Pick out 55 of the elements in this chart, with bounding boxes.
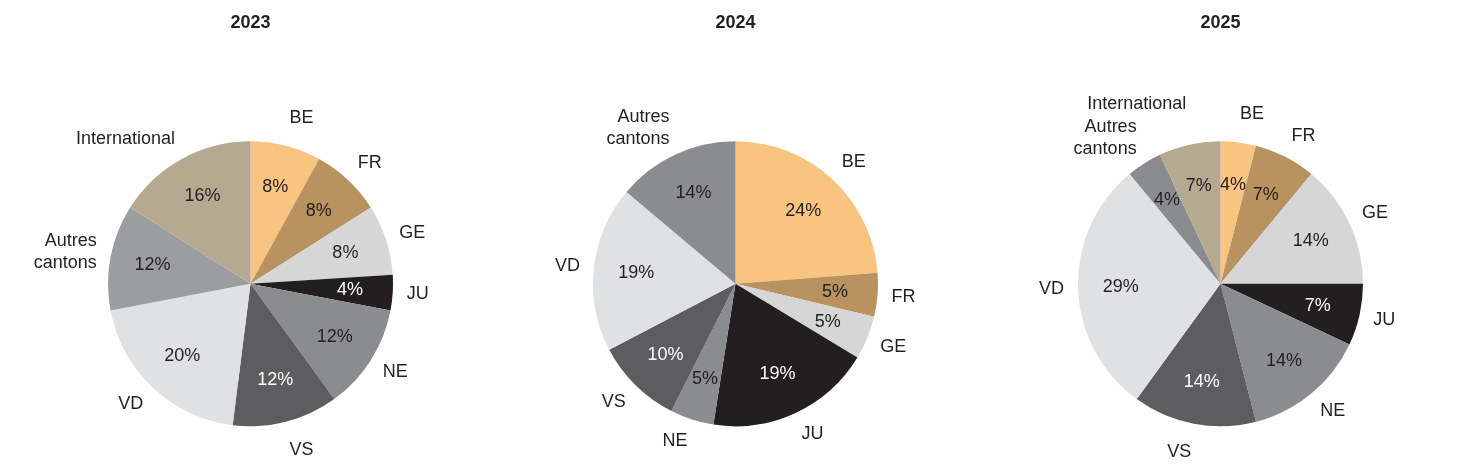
data-label: 29% bbox=[1102, 275, 1139, 296]
slice-label: FR bbox=[1291, 125, 1316, 146]
slice-label: BE bbox=[289, 106, 314, 127]
data-label: 5% bbox=[821, 280, 848, 301]
slice-label: VS bbox=[601, 390, 626, 411]
data-label: 19% bbox=[759, 363, 796, 384]
data-label: 19% bbox=[618, 261, 655, 282]
chart-title: 2024 bbox=[715, 11, 756, 32]
data-label: 12% bbox=[316, 326, 353, 347]
data-label: 20% bbox=[164, 345, 201, 366]
data-label: 14% bbox=[1266, 349, 1303, 370]
slice-label: GE bbox=[399, 221, 426, 242]
slice-label: GE bbox=[880, 335, 907, 356]
slice-label: NE bbox=[1320, 400, 1346, 421]
slice-label: VD bbox=[554, 254, 580, 275]
data-label: 4% bbox=[1154, 188, 1181, 209]
data-label: 14% bbox=[1292, 230, 1329, 251]
data-label: 12% bbox=[134, 254, 171, 275]
slice-label: NE bbox=[662, 430, 688, 451]
slice-label: VD bbox=[1039, 277, 1065, 298]
data-label: 12% bbox=[257, 369, 294, 390]
slice-label: VS bbox=[1167, 441, 1192, 462]
data-label: 7% bbox=[1252, 183, 1279, 204]
chart-title: 2025 bbox=[1200, 11, 1241, 32]
slice-label: Autres cantons bbox=[606, 105, 670, 148]
data-label: 8% bbox=[262, 176, 289, 197]
slice-label: VS bbox=[289, 438, 314, 459]
slice-label: International bbox=[1087, 93, 1187, 114]
slice-label: FR bbox=[891, 285, 916, 306]
data-label: 8% bbox=[332, 241, 359, 262]
data-label: 14% bbox=[1183, 370, 1220, 391]
slice-label: International bbox=[76, 127, 176, 148]
slice-label: JU bbox=[406, 283, 429, 304]
data-label: 8% bbox=[305, 200, 332, 221]
data-label: 4% bbox=[1219, 173, 1247, 194]
data-label: 5% bbox=[691, 367, 718, 388]
data-label: 14% bbox=[675, 182, 712, 203]
chart-title: 2023 bbox=[230, 11, 271, 32]
slice-label: GE bbox=[1362, 202, 1389, 223]
data-label: 16% bbox=[184, 185, 221, 206]
slice-label: BE bbox=[841, 151, 866, 172]
slice-label: JU bbox=[801, 422, 824, 443]
data-label: 10% bbox=[647, 343, 684, 364]
slice-label: BE bbox=[1240, 102, 1265, 123]
data-label: 24% bbox=[785, 199, 822, 220]
slice-label: NE bbox=[382, 361, 408, 382]
slice-label: Autres cantons bbox=[1073, 116, 1137, 159]
data-label: 7% bbox=[1304, 294, 1331, 315]
data-label: 7% bbox=[1185, 175, 1212, 196]
data-label: 5% bbox=[814, 310, 841, 331]
slice-label: Autres cantons bbox=[33, 229, 97, 272]
slice-label: JU bbox=[1373, 308, 1396, 329]
slice-label: FR bbox=[357, 152, 382, 173]
slice-label: VD bbox=[118, 393, 144, 414]
data-label: 4% bbox=[337, 279, 364, 300]
